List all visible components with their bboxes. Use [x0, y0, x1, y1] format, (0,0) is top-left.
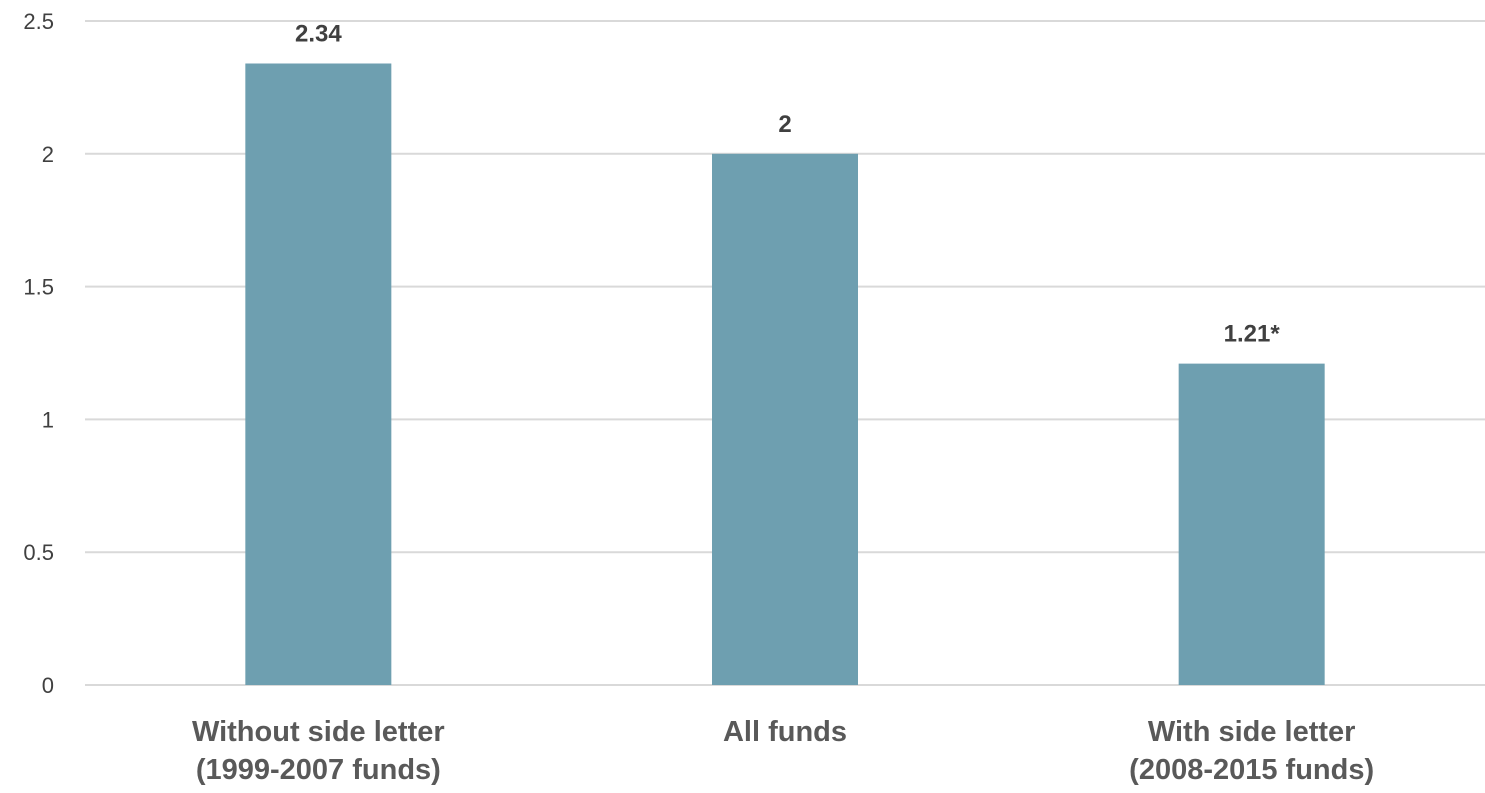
x-category-label: (1999-2007 funds): [196, 754, 441, 786]
y-tick-label: 2: [42, 142, 54, 167]
bar: [245, 63, 392, 686]
y-tick-label: 0: [42, 673, 54, 698]
bar: [712, 153, 858, 686]
y-tick-label: 1.5: [23, 275, 54, 300]
y-tick-label: 0.5: [23, 540, 54, 565]
bar: [1178, 363, 1325, 685]
data-label: 2: [778, 111, 791, 138]
y-tick-label: 1: [42, 407, 54, 432]
x-category-label: With side letter: [1148, 716, 1356, 748]
x-category-label: (2008-2015 funds): [1129, 754, 1374, 786]
data-label: 2.34: [295, 20, 342, 47]
x-category-label: All funds: [723, 716, 847, 748]
y-tick-label: 2.5: [23, 9, 54, 34]
x-category-label: Without side letter: [192, 716, 445, 748]
data-label: 1.21*: [1224, 321, 1281, 348]
